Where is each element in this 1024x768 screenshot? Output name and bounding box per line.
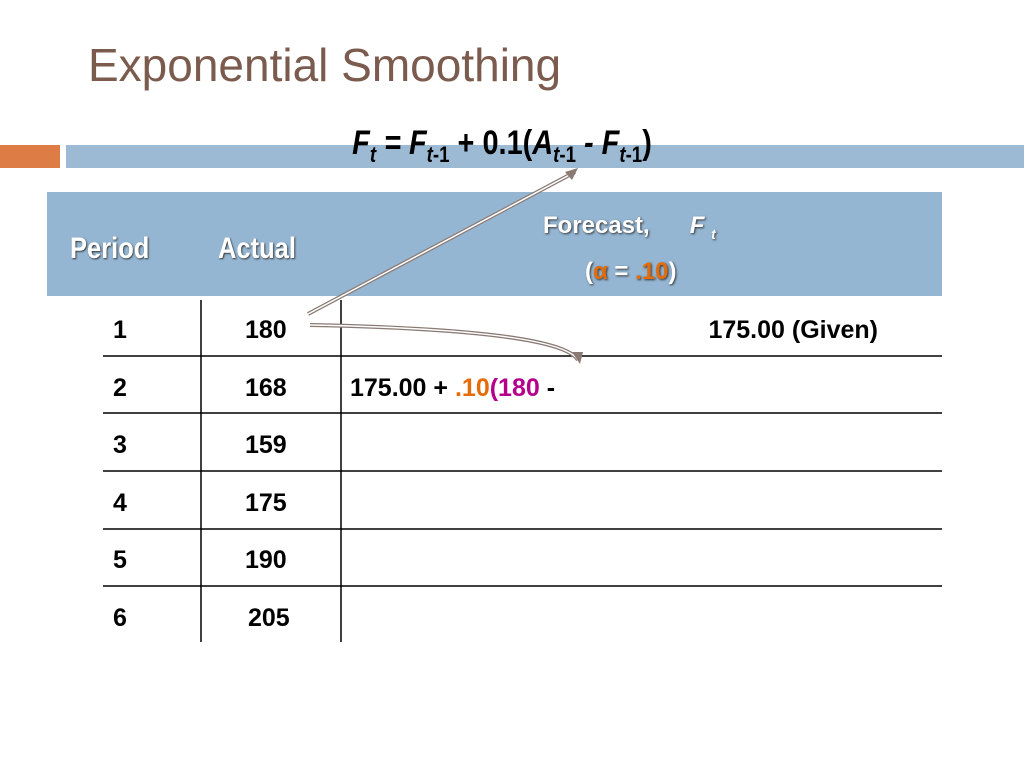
formula-part: + 0.1( (449, 124, 533, 162)
formula-part: ) (642, 124, 652, 162)
forecast-cell: 175.00 (Given) (708, 316, 878, 345)
period-cell: 2 (113, 373, 127, 402)
header-text: ( (585, 258, 593, 285)
period-cell: 5 (113, 546, 127, 574)
period-cell: 3 (113, 431, 127, 459)
accent-bar (0, 145, 60, 168)
header-text: .10 (635, 258, 669, 285)
header-text: ) (668, 258, 677, 285)
formula-part: -1 (559, 141, 577, 167)
header-text: α (593, 258, 608, 285)
forecast-part: - (539, 373, 556, 402)
period-cell: 1 (113, 316, 127, 344)
actual-cell: 180 (245, 316, 287, 344)
forecast-part: .10 (454, 373, 490, 402)
forecast-part: 175.00 (Given) (708, 316, 878, 344)
formula-sub: t-1 (427, 142, 450, 167)
period-cell: 6 (113, 603, 127, 632)
forecast-part: 175.00 + (350, 373, 455, 402)
header-text: t (711, 225, 716, 242)
period-cell: 4 (113, 488, 127, 517)
formula-part: t (619, 141, 626, 167)
formula-part: -1 (625, 141, 643, 167)
formula: Ft = Ft-1 + 0.1(At-1 - Ft-1) (75, 124, 928, 168)
header-text: F (689, 212, 705, 239)
formula-part: t (426, 141, 433, 167)
formula-part: - F (576, 124, 620, 162)
formula-part: F (352, 124, 370, 162)
formula-sub: t-1 (619, 142, 642, 167)
header-forecast: Forecast, F t (543, 212, 716, 242)
actual-cell: 168 (245, 373, 287, 402)
header-period: Period (70, 232, 150, 265)
formula-part: t (369, 141, 377, 167)
forecast-cell: 175.00 + .10(180 - (350, 374, 555, 403)
formula-part: -1 (432, 141, 450, 167)
formula-part: t (553, 141, 560, 167)
table-header (47, 192, 942, 296)
actual-cell: 159 (245, 431, 287, 459)
forecast-part: (180 (489, 373, 540, 402)
rule-bar (66, 145, 1024, 168)
arrow-head (572, 352, 583, 364)
formula-part: A (532, 124, 554, 162)
header-alpha: (α = .10) (585, 258, 677, 286)
actual-cell: 175 (245, 488, 287, 517)
arrow-head (565, 168, 578, 180)
formula-sub: t-1 (553, 142, 576, 167)
formula-part: = F (376, 124, 427, 162)
title: Exponential Smoothing (88, 39, 562, 91)
actual-cell: 190 (245, 546, 287, 574)
header-text: = (607, 258, 636, 285)
header-text: Forecast, (543, 212, 650, 239)
actual-cell: 205 (248, 603, 290, 632)
header-actual: Actual (218, 232, 296, 265)
